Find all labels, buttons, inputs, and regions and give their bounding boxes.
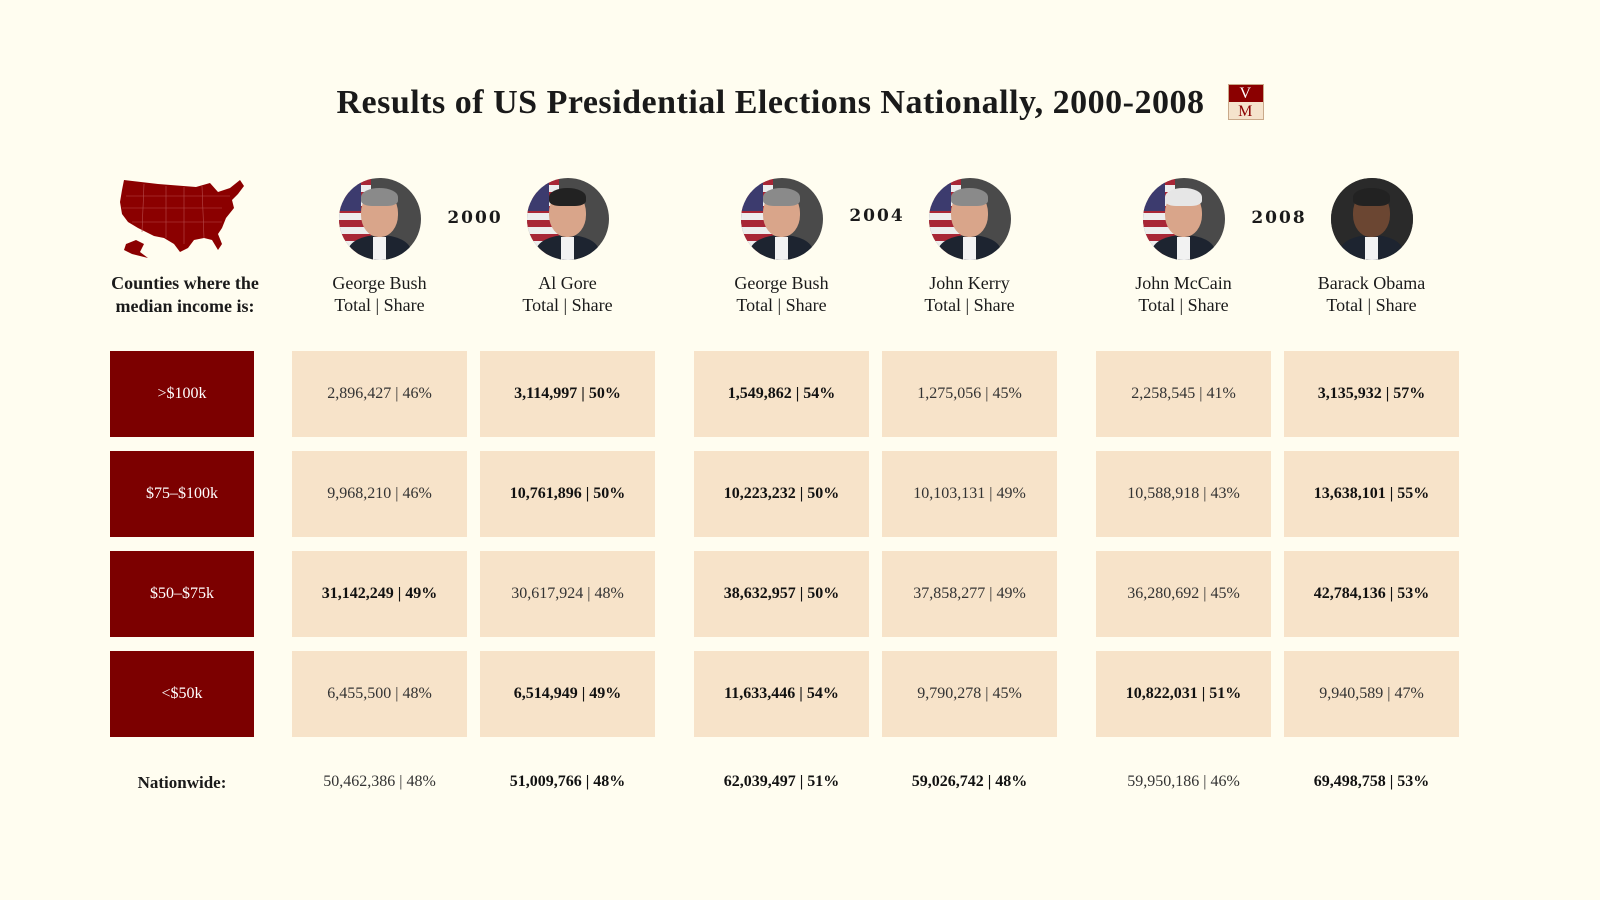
- candidate-portrait-kerry: [928, 178, 1011, 260]
- result-cell: 6,455,500 | 48%: [292, 651, 467, 737]
- candidate-portrait-bush: [740, 178, 823, 260]
- candidate-name: George Bush: [332, 273, 427, 293]
- flag-canton: [338, 178, 362, 211]
- candidate-name: George Bush: [734, 273, 829, 293]
- column-subheader: Total | Share: [1326, 295, 1417, 315]
- result-cell: 10,223,232 | 50%: [694, 451, 869, 537]
- candidate-header: John Kerry Total | Share: [880, 272, 1060, 316]
- nationwide-result: 62,039,497 | 51%: [723, 773, 840, 790]
- column-subheader: Total | Share: [1138, 295, 1229, 315]
- result-cell: 36,280,692 | 45%: [1096, 551, 1271, 637]
- portrait-shirt: [774, 237, 789, 260]
- income-bracket-label: $50–$75k: [110, 551, 254, 637]
- result-cell: 10,588,918 | 43%: [1096, 451, 1271, 537]
- candidate-header: John McCain Total | Share: [1094, 272, 1274, 316]
- result-cell: 13,638,101 | 55%: [1284, 451, 1459, 537]
- candidate-portrait-bush: [338, 178, 421, 260]
- candidate-header: Barack Obama Total | Share: [1282, 272, 1462, 316]
- portrait-shirt: [1176, 237, 1191, 260]
- column-subheader: Total | Share: [334, 295, 425, 315]
- result-cell: 9,940,589 | 47%: [1284, 651, 1459, 737]
- result-cell: 6,514,949 | 49%: [480, 651, 655, 737]
- result-cell: 2,258,545 | 41%: [1096, 351, 1271, 437]
- income-bracket-label: <$50k: [110, 651, 254, 737]
- result-cell: 9,968,210 | 46%: [292, 451, 467, 537]
- result-cell: 11,633,446 | 54%: [694, 651, 869, 737]
- income-row-header: Counties where the median income is:: [111, 273, 259, 316]
- result-cell: 10,822,031 | 51%: [1096, 651, 1271, 737]
- result-cell: 38,632,957 | 50%: [694, 551, 869, 637]
- candidate-name: John Kerry: [929, 273, 1010, 293]
- election-year: 2004: [849, 206, 905, 226]
- nationwide-result: 51,009,766 | 48%: [509, 773, 626, 790]
- column-subheader: Total | Share: [736, 295, 827, 315]
- election-year: 2000: [447, 208, 503, 228]
- result-cell: 37,858,277 | 49%: [882, 551, 1057, 637]
- election-year: 2008: [1251, 208, 1307, 228]
- result-cell: 3,135,932 | 57%: [1284, 351, 1459, 437]
- income-bracket-label: >$100k: [110, 351, 254, 437]
- portrait-hair: [548, 187, 587, 206]
- result-cell: 31,142,249 | 49%: [292, 551, 467, 637]
- candidate-name: John McCain: [1135, 273, 1232, 293]
- candidate-portrait-obama: [1330, 178, 1413, 260]
- page-title: Results of US Presidential Elections Nat…: [0, 84, 1600, 122]
- nationwide-result: 69,498,758 | 53%: [1313, 773, 1430, 790]
- result-cell: 3,114,997 | 50%: [480, 351, 655, 437]
- nationwide-result: 59,026,742 | 48%: [911, 773, 1028, 790]
- candidate-portrait-gore: [526, 178, 609, 260]
- result-cell: 2,896,427 | 46%: [292, 351, 467, 437]
- flag-canton: [1142, 178, 1166, 211]
- column-subheader: Total | Share: [924, 295, 1015, 315]
- portrait-hair: [1164, 187, 1203, 206]
- income-bracket-label: $75–$100k: [110, 451, 254, 537]
- result-cell: 1,275,056 | 45%: [882, 351, 1057, 437]
- portrait-shirt: [962, 237, 977, 260]
- title-text: Results of US Presidential Elections Nat…: [336, 84, 1205, 121]
- candidate-name: Barack Obama: [1317, 273, 1426, 293]
- portrait-hair: [1352, 187, 1391, 206]
- portrait-hair: [762, 187, 801, 206]
- portrait-hair: [950, 187, 989, 206]
- candidate-header: George Bush Total | Share: [290, 272, 470, 316]
- result-cell: 9,790,278 | 45%: [882, 651, 1057, 737]
- nationwide-label: Nationwide:: [137, 773, 227, 792]
- candidate-header: Al Gore Total | Share: [478, 272, 658, 316]
- nationwide-result: 59,950,186 | 46%: [1127, 773, 1240, 790]
- portrait-shirt: [372, 237, 387, 260]
- result-cell: 30,617,924 | 48%: [480, 551, 655, 637]
- nationwide-result: 50,462,386 | 48%: [323, 773, 436, 790]
- candidate-header: George Bush Total | Share: [692, 272, 872, 316]
- result-cell: 1,549,862 | 54%: [694, 351, 869, 437]
- column-subheader: Total | Share: [522, 295, 613, 315]
- flag-canton: [526, 178, 550, 211]
- result-cell: 10,761,896 | 50%: [480, 451, 655, 537]
- portrait-shirt: [560, 237, 575, 260]
- us-map-icon: [120, 180, 244, 258]
- result-cell: 10,103,131 | 49%: [882, 451, 1057, 537]
- result-cell: 42,784,136 | 53%: [1284, 551, 1459, 637]
- portrait-shirt: [1364, 237, 1379, 260]
- flag-canton: [740, 178, 764, 211]
- flag-canton: [928, 178, 952, 211]
- logo-letter-top: V: [1239, 85, 1252, 103]
- candidate-portrait-mccain: [1142, 178, 1225, 260]
- candidate-name: Al Gore: [538, 273, 597, 293]
- portrait-hair: [360, 187, 399, 206]
- logo-letter-bottom: M: [1238, 103, 1253, 121]
- vm-logo: V M: [1227, 84, 1264, 121]
